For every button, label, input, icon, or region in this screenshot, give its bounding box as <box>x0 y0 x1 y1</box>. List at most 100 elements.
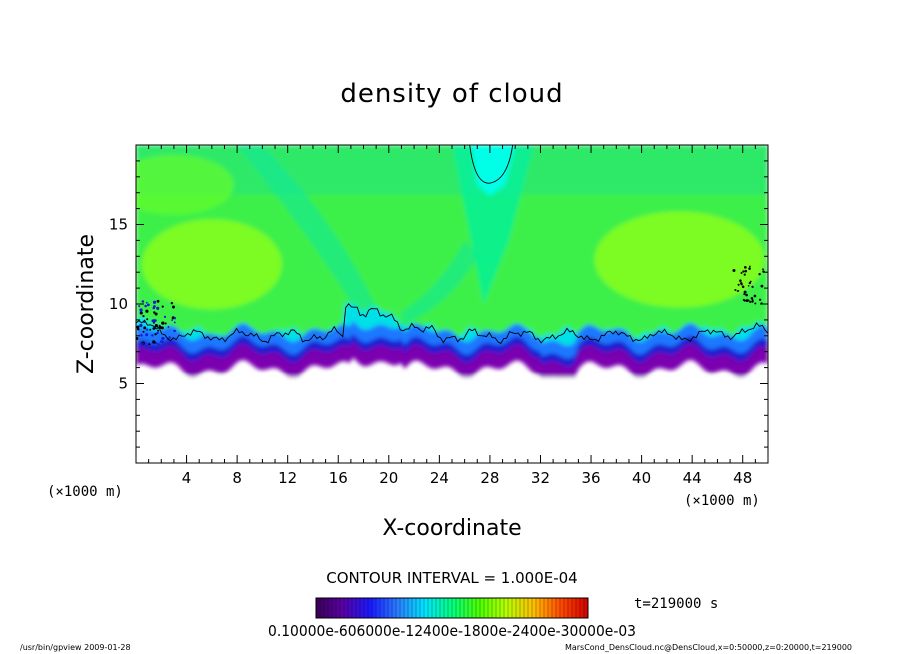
speck <box>158 324 161 327</box>
y-tick-label: 15 <box>109 216 128 234</box>
speck <box>153 311 156 314</box>
x-tick-label: 48 <box>733 469 752 487</box>
speck <box>747 284 750 287</box>
speck <box>146 318 149 321</box>
speck <box>145 333 149 337</box>
x-unit-right: (×1000 m) <box>684 493 760 509</box>
speck <box>152 340 156 344</box>
colorbar-stripes <box>319 598 585 618</box>
speck <box>142 330 145 333</box>
speck <box>138 305 141 308</box>
upper-left-lobe <box>136 154 234 215</box>
colorbar <box>315 597 589 619</box>
speck <box>157 343 160 346</box>
speck <box>163 315 167 318</box>
speck <box>743 273 746 276</box>
speck <box>741 285 745 289</box>
band-purple <box>136 341 768 383</box>
speck <box>149 328 152 331</box>
speck <box>153 305 156 308</box>
speck <box>154 323 158 328</box>
speck <box>136 325 140 329</box>
right-lobe <box>594 211 765 308</box>
speck <box>141 300 145 303</box>
speck <box>748 281 752 285</box>
speck <box>140 334 143 337</box>
speck <box>154 341 158 345</box>
x-tick-label: 16 <box>329 469 348 487</box>
left-arm <box>237 145 377 312</box>
speck <box>747 299 750 302</box>
plot-area <box>136 145 768 463</box>
speck <box>146 328 149 331</box>
speck <box>173 321 176 324</box>
left-lobe <box>141 219 282 310</box>
speck <box>168 336 171 339</box>
speck <box>170 301 174 305</box>
speck <box>157 329 160 332</box>
speck <box>156 331 159 335</box>
speck <box>748 267 751 270</box>
speck <box>758 272 761 276</box>
clear-column-contour <box>469 145 514 184</box>
speck <box>762 268 764 271</box>
speck <box>760 284 764 288</box>
speck <box>152 300 157 304</box>
band-cyan <box>136 302 768 350</box>
x-tick-label: 12 <box>278 469 297 487</box>
speck <box>167 326 170 328</box>
speck <box>139 323 143 328</box>
speck <box>751 300 754 303</box>
speck <box>744 269 748 273</box>
speck <box>160 340 163 343</box>
speck <box>152 319 157 323</box>
speck <box>151 334 154 337</box>
colorbar-frame <box>315 597 589 619</box>
x-tick-label: 24 <box>430 469 449 487</box>
speck <box>737 283 740 286</box>
speck <box>136 327 140 331</box>
colorbar-labels: 0.10000e-606000e-12400e-1800e-2400e-3000… <box>268 622 636 640</box>
contour-interval-label: CONTOUR INTERVAL = 1.000E-04 <box>326 569 577 587</box>
time-label: t=219000 s <box>634 596 718 612</box>
x-tick-label: 20 <box>379 469 398 487</box>
speck <box>144 304 147 308</box>
noise-specks <box>136 265 765 346</box>
speck <box>156 306 160 310</box>
speck <box>171 319 174 322</box>
speck <box>732 269 736 273</box>
speck <box>164 322 167 325</box>
speck <box>136 336 139 340</box>
speck <box>745 299 749 302</box>
x-tick-label: 44 <box>683 469 702 487</box>
speck <box>139 308 143 312</box>
right-arm <box>401 240 478 327</box>
clear-column-fill <box>470 145 516 196</box>
x-tick-label: 40 <box>632 469 651 487</box>
x-axis-label: X-coordinate <box>382 516 521 541</box>
speck <box>745 293 748 297</box>
clear-air-below <box>136 377 768 463</box>
band-navy <box>136 333 768 370</box>
speck <box>740 271 743 274</box>
speck <box>145 301 148 304</box>
speck <box>758 298 762 301</box>
speck <box>173 317 177 320</box>
cloud-contour-line <box>136 303 768 345</box>
speck <box>141 342 144 345</box>
speck <box>156 299 160 303</box>
speck <box>143 326 147 330</box>
speck <box>171 305 175 309</box>
speck <box>750 297 754 300</box>
x-tick-label: 4 <box>182 469 192 487</box>
x-tick-label: 28 <box>480 469 499 487</box>
x-unit-left: (×1000 m) <box>47 484 123 500</box>
speck <box>140 311 143 315</box>
speck <box>173 329 176 333</box>
speck <box>154 312 158 316</box>
y-tick-label: 10 <box>109 295 128 313</box>
speck <box>145 309 149 313</box>
speck <box>161 337 165 340</box>
